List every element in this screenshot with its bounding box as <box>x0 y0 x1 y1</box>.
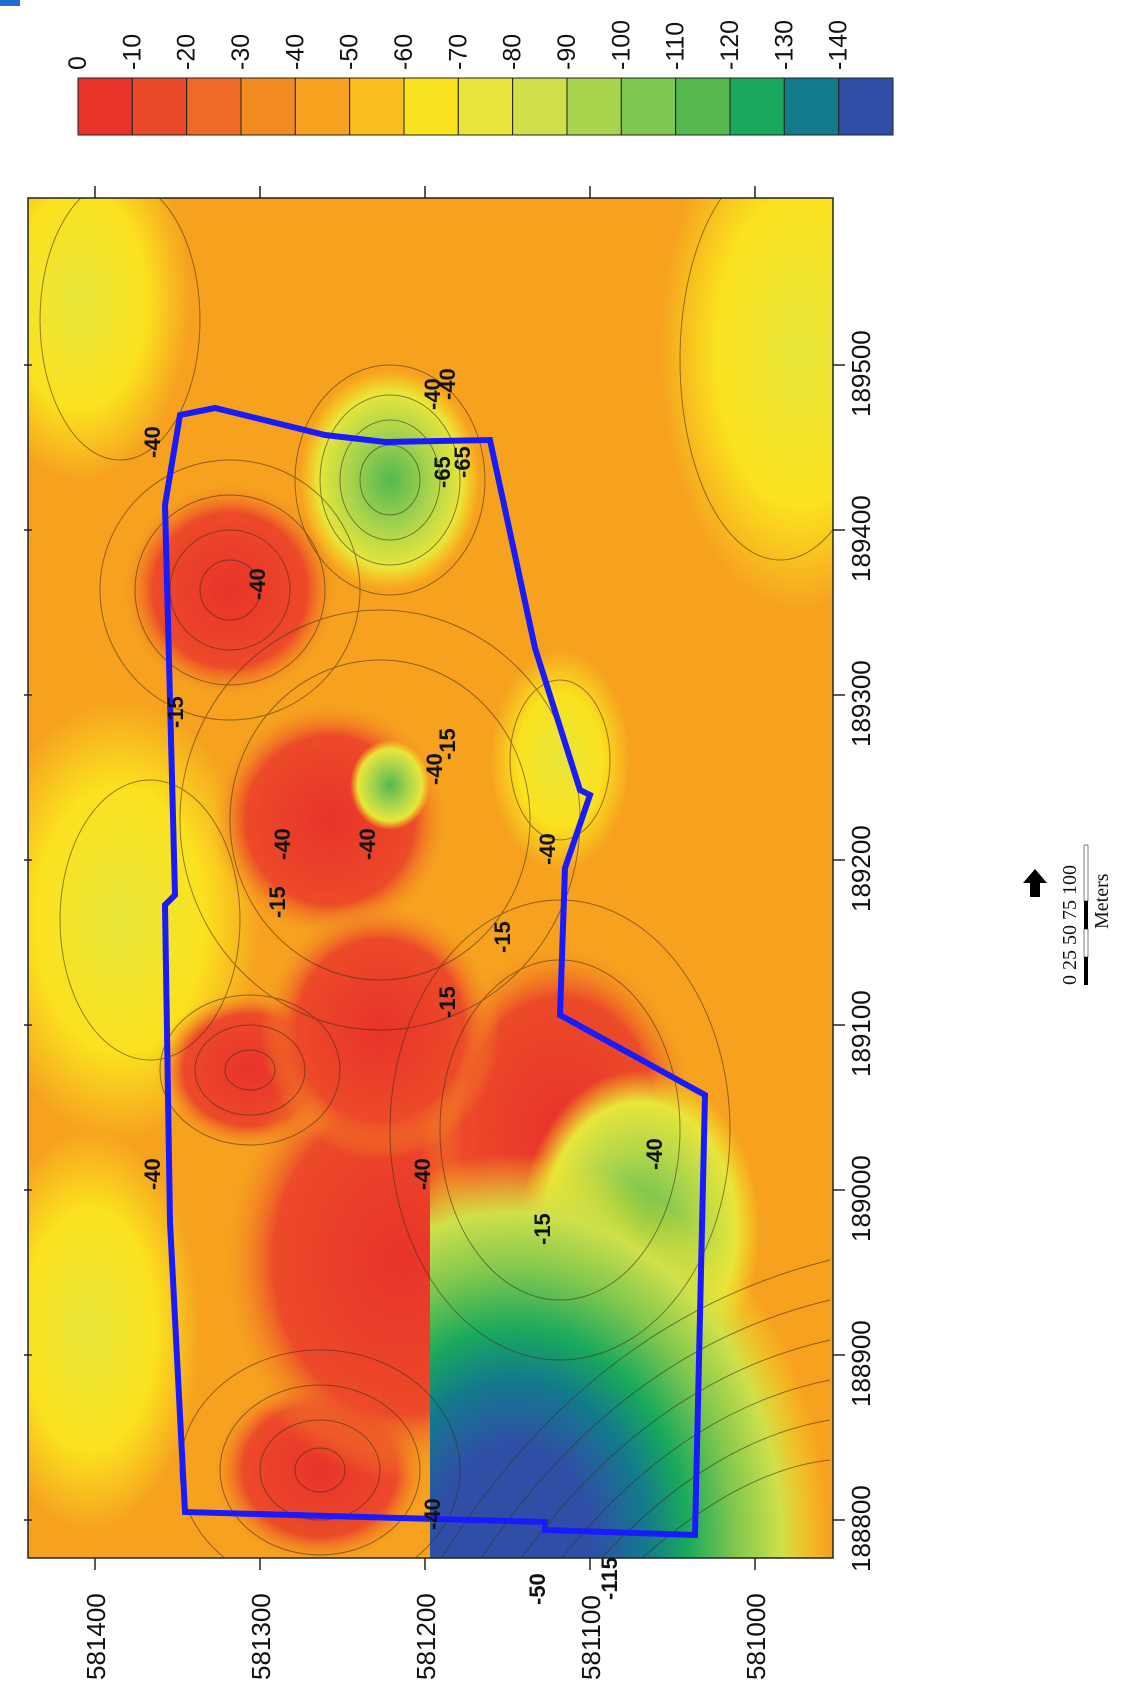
legend-swatch <box>838 77 894 136</box>
y-tick-label: 581100 <box>576 1595 606 1680</box>
legend-swatch <box>729 77 785 136</box>
legend-swatch <box>620 77 677 136</box>
contour-label: -40 <box>355 828 380 860</box>
scale-bar: 0 25 50 75 100 Meters <box>1059 844 1113 985</box>
contour-label: -40 <box>422 753 447 785</box>
legend-label: -80 <box>499 34 527 70</box>
legend-label: -40 <box>281 34 309 70</box>
survey-boundary <box>161 404 709 1539</box>
legend-swatch <box>349 77 405 136</box>
legend-swatch <box>566 77 622 136</box>
contour-label: -40 <box>435 368 460 400</box>
contour-label: -15 <box>435 728 460 760</box>
legend-label: -50 <box>336 34 364 70</box>
legend-label: -100 <box>607 20 635 70</box>
legend-label: -110 <box>662 22 690 70</box>
legend-label: -70 <box>444 34 472 70</box>
contour-label: -50 <box>525 1573 550 1605</box>
legend-swatch <box>512 77 568 136</box>
contour-label: -40 <box>410 1158 435 1190</box>
x-tick-label: 189200 <box>846 825 876 912</box>
legend-swatch <box>783 77 840 136</box>
legend-swatch <box>186 77 242 136</box>
contour-label: -15 <box>490 921 515 953</box>
legend-label: -120 <box>716 20 744 70</box>
y-axis: 581000 581100 581200 581300 581400 <box>81 186 771 1680</box>
legend-label: 0 <box>64 56 92 70</box>
legend-label: -130 <box>770 20 798 70</box>
contour-label: -40 <box>245 568 270 600</box>
x-axis: 188800 188900 189000 189100 189200 189300 1894… <box>24 330 876 1572</box>
legend-swatch <box>294 77 351 136</box>
legend-swatch <box>403 77 459 136</box>
corner-mark <box>0 0 20 6</box>
legend-label: -30 <box>227 34 255 70</box>
x-tick-label: 189400 <box>846 495 876 582</box>
legend-label: -10 <box>118 34 146 70</box>
contour-label: -40 <box>420 378 445 410</box>
legend-swatch <box>675 77 731 136</box>
contour-label: -15 <box>530 1213 555 1245</box>
contour-lines <box>39 198 833 1558</box>
map-frame <box>27 197 834 1559</box>
legend-swatch <box>240 77 296 136</box>
contour-label: -115 <box>597 1557 622 1600</box>
legend-swatch <box>131 77 188 136</box>
x-tick-label: 189300 <box>846 660 876 747</box>
x-tick-label: 188800 <box>846 1485 876 1572</box>
contour-value-labels: -40-40-40-15-15-40-40-15-40-15-15-40-40-… <box>140 368 667 1605</box>
legend-color-bar <box>77 77 894 136</box>
legend-label: -20 <box>173 34 201 70</box>
contour-label: -15 <box>163 696 188 728</box>
y-tick-label: 581400 <box>81 1593 111 1680</box>
contour-label: -15 <box>435 986 460 1018</box>
north-arrow-icon <box>1023 869 1047 897</box>
legend-swatch <box>77 77 133 136</box>
contour-label: -40 <box>642 1138 667 1170</box>
x-tick-label: 189500 <box>846 330 876 417</box>
legend-swatch <box>457 77 514 136</box>
x-tick-label: 189100 <box>846 990 876 1077</box>
contour-label: -65 <box>450 446 475 478</box>
contour-label: -40 <box>140 426 165 458</box>
y-tick-label: 581200 <box>411 1593 441 1680</box>
contour-label: -40 <box>535 833 560 865</box>
contour-label: -40 <box>140 1158 165 1190</box>
y-tick-label: 581000 <box>741 1593 771 1680</box>
contour-label: -40 <box>270 828 295 860</box>
x-tick-label: 188900 <box>846 1320 876 1407</box>
scale-bar-unit: Meters <box>1091 873 1113 929</box>
contour-label: -15 <box>265 886 290 918</box>
x-tick-label: 189000 <box>846 1155 876 1242</box>
legend-labels: 0 -10 -20 -30 -40 -50 -60 -70 -80 -90 -100 -110 -120… <box>64 20 853 70</box>
y-tick-label: 581300 <box>246 1593 276 1680</box>
legend-label: -90 <box>553 34 581 70</box>
legend-label: -60 <box>390 34 418 70</box>
legend-label: -140 <box>825 20 853 70</box>
contour-label: -65 <box>430 456 455 488</box>
scale-bar-ticks: 0 25 50 75 100 <box>1059 865 1081 985</box>
contour-fill <box>28 198 833 1558</box>
contour-label: -40 <box>420 1498 445 1530</box>
